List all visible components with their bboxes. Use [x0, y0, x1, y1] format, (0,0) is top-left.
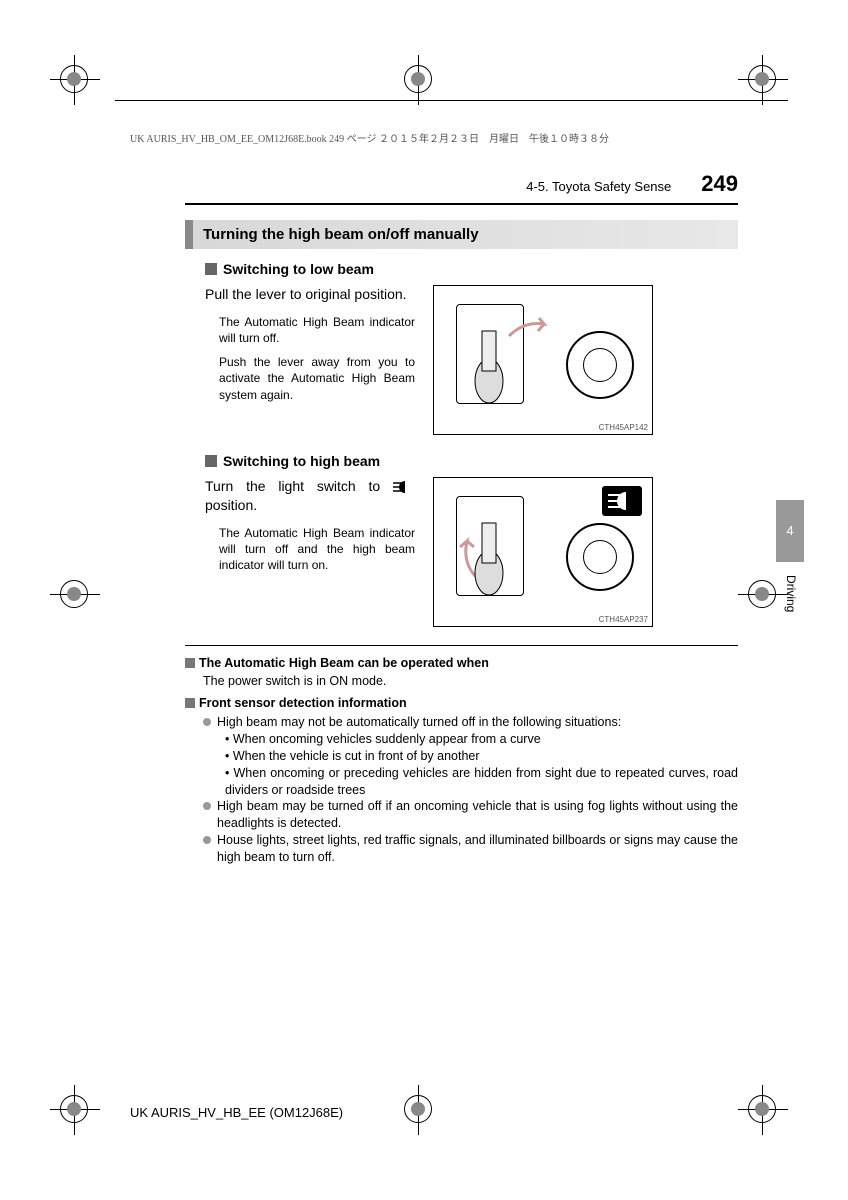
- sub-heading-low-beam: Switching to low beam: [205, 261, 738, 277]
- low-beam-detail-2: Push the lever away from you to activate…: [219, 354, 415, 403]
- sub-bullet-1: • When oncoming vehicles suddenly appear…: [225, 731, 738, 748]
- bullet-2: High beam may be turned off if an oncomi…: [203, 798, 738, 832]
- low-beam-main-text: Pull the lever to original position.: [205, 285, 415, 304]
- square-bullet-icon: [205, 455, 217, 467]
- crop-mark: [404, 1095, 444, 1135]
- crop-mark: [60, 580, 100, 620]
- illustration-code: CTH45AP142: [599, 423, 648, 432]
- crop-mark: [60, 1095, 100, 1135]
- info-text-1: The power switch is in ON mode.: [203, 674, 738, 688]
- bullet-text: House lights, street lights, red traffic…: [217, 832, 738, 866]
- footer-code: UK AURIS_HV_HB_EE (OM12J68E): [130, 1105, 343, 1120]
- section-label: 4-5. Toyota Safety Sense: [526, 179, 671, 194]
- bullet-1: High beam may not be automatically turne…: [203, 714, 738, 731]
- crop-mark: [748, 1095, 788, 1135]
- subsection-low-beam: Switching to low beam Pull the lever to …: [205, 261, 738, 435]
- round-bullet-icon: [203, 836, 211, 844]
- high-beam-large-icon: [602, 486, 642, 516]
- crop-mark: [60, 65, 100, 105]
- round-bullet-icon: [203, 718, 211, 726]
- crop-mark: [404, 65, 444, 105]
- page-header: 4-5. Toyota Safety Sense 249: [115, 151, 738, 197]
- lever-icon: [464, 518, 514, 598]
- info-heading-1: The Automatic High Beam can be operated …: [185, 656, 738, 670]
- bullet-text: High beam may be turned off if an oncomi…: [217, 798, 738, 832]
- sub-heading-text: Switching to high beam: [223, 453, 380, 469]
- bullet-3: House lights, street lights, red traffic…: [203, 832, 738, 866]
- lever-icon: [464, 326, 514, 406]
- sub-bullet-3: • When oncoming or preceding vehicles ar…: [225, 765, 738, 799]
- illustration-high-beam: CTH45AP237: [433, 477, 653, 627]
- illustration-code: CTH45AP237: [599, 615, 648, 624]
- square-bullet-icon: [185, 698, 195, 708]
- info-heading-text: The Automatic High Beam can be operated …: [199, 656, 489, 670]
- page-frame: 4-5. Toyota Safety Sense 249 Turning the…: [115, 100, 788, 1100]
- crop-mark: [748, 65, 788, 105]
- sub-bullet-2: • When the vehicle is cut in front of by…: [225, 748, 738, 765]
- square-bullet-icon: [205, 263, 217, 275]
- chapter-tab: 4: [776, 500, 804, 562]
- bullet-text: High beam may not be automatically turne…: [217, 714, 621, 731]
- subsection-high-beam: Switching to high beam Turn the light sw…: [205, 453, 738, 627]
- square-bullet-icon: [185, 658, 195, 668]
- info-block: The Automatic High Beam can be operated …: [115, 656, 788, 866]
- page-number: 249: [701, 171, 738, 197]
- text-post: position.: [205, 497, 257, 513]
- info-heading-2: Front sensor detection information: [185, 696, 738, 710]
- illustration-low-beam: CTH45AP142: [433, 285, 653, 435]
- low-beam-detail-1: The Automatic High Beam indicator will t…: [219, 314, 415, 346]
- sub-heading-text: Switching to low beam: [223, 261, 374, 277]
- sub-bullet-text: When oncoming or preceding vehicles are …: [225, 766, 738, 797]
- text-pre: Turn the light switch to: [205, 478, 393, 494]
- section-title: Turning the high beam on/off manually: [185, 220, 738, 249]
- info-rule: [185, 645, 738, 646]
- sub-heading-high-beam: Switching to high beam: [205, 453, 738, 469]
- chapter-label: Driving: [784, 575, 798, 612]
- sub-bullet-text: When the vehicle is cut in front of by a…: [233, 749, 480, 763]
- sub-bullet-text: When oncoming vehicles suddenly appear f…: [233, 732, 541, 746]
- high-beam-detail-1: The Automatic High Beam indicator will t…: [219, 525, 415, 574]
- round-bullet-icon: [203, 802, 211, 810]
- info-heading-text: Front sensor detection information: [199, 696, 407, 710]
- high-beam-icon: [393, 480, 415, 494]
- high-beam-main-text: Turn the light switch to position.: [205, 477, 415, 515]
